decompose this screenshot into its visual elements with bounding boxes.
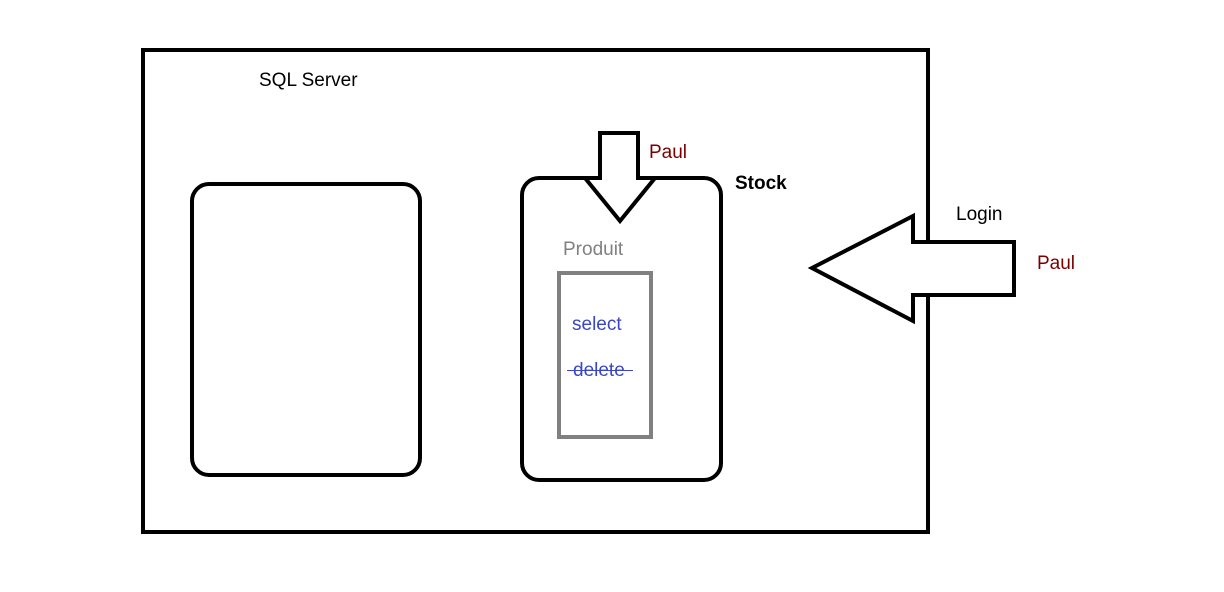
permission-select: select xyxy=(572,314,622,335)
sql-server-frame xyxy=(141,48,930,534)
database-name: Stock xyxy=(735,173,787,194)
server-title: SQL Server xyxy=(259,70,358,91)
login-user-label: Paul xyxy=(1037,253,1076,274)
login-label: Login xyxy=(956,204,1003,225)
user-down-arrow-icon xyxy=(580,131,660,225)
login-left-arrow-icon xyxy=(807,212,1016,325)
table-name: Produit xyxy=(563,239,624,260)
table-box-produit xyxy=(557,271,653,439)
permission-delete-strikethrough xyxy=(567,370,633,371)
database-box-empty xyxy=(190,182,422,477)
database-user-label: Paul xyxy=(649,142,688,163)
